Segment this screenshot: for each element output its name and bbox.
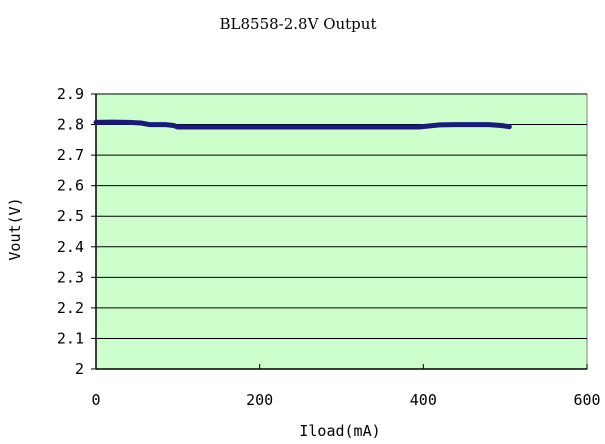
y-tick-label: 2.3 [57, 268, 84, 286]
axes [95, 94, 588, 370]
gridlines [91, 93, 587, 370]
series-line [93, 119, 512, 130]
x-tick-label: 200 [246, 391, 273, 409]
y-tick-label: 2.9 [57, 85, 84, 103]
y-tick-labels: 2 2.1 2.2 2.3 2.4 2.5 2.6 2.7 2.8 2.9 [57, 85, 84, 378]
x-tick-label: 0 [91, 391, 100, 409]
x-tick-labels: 0 200 400 600 [91, 391, 600, 409]
y-tick-label: 2.5 [57, 207, 84, 225]
y-tick-label: 2.1 [57, 329, 84, 347]
chart-title: BL8558-2.8V Output [220, 15, 377, 33]
series-group [93, 119, 512, 130]
y-tick-label: 2 [75, 360, 84, 378]
y-tick-label: 2.6 [57, 177, 84, 195]
y-tick-label: 2.7 [57, 146, 84, 164]
plot-area [95, 93, 588, 370]
y-axis-label: Vout(V) [6, 197, 24, 260]
y-tick-label: 2.2 [57, 299, 84, 317]
x-axis-label: Iload(mA) [299, 422, 380, 440]
x-tick-label: 600 [573, 391, 600, 409]
x-tick-label: 400 [410, 391, 437, 409]
y-tick-label: 2.4 [57, 238, 84, 256]
y-tick-label: 2.8 [57, 116, 84, 134]
